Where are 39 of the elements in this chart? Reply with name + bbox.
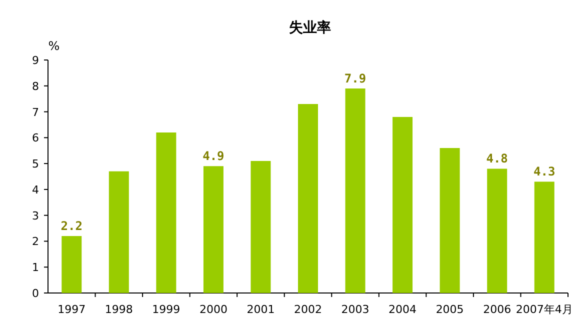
x-tick-label: 2004 — [388, 303, 417, 316]
bar — [345, 88, 366, 293]
x-tick-label: 2007年4月 — [516, 303, 573, 316]
x-tick-label: 2006 — [483, 303, 512, 316]
bar — [534, 182, 554, 293]
y-tick-label: 0 — [32, 287, 39, 300]
x-tick-label: 2000 — [199, 303, 228, 316]
x-tick-label: 2002 — [294, 303, 322, 316]
x-tick-label: 1998 — [104, 303, 133, 316]
y-tick-label: 6 — [32, 132, 39, 145]
bar — [440, 148, 460, 293]
bar — [62, 236, 82, 293]
data-label: 4.8 — [486, 152, 508, 166]
data-label: 7.9 — [344, 71, 366, 86]
bar — [298, 104, 318, 293]
y-tick-label: 5 — [32, 158, 39, 171]
chart-title: 失业率 — [289, 19, 331, 36]
y-tick-label: 9 — [32, 54, 39, 67]
y-tick-label: 3 — [32, 209, 39, 222]
x-tick-label: 2001 — [246, 303, 275, 316]
y-tick-label: 1 — [32, 261, 39, 274]
data-label: 4.9 — [202, 149, 224, 164]
bar — [203, 166, 224, 293]
bar — [108, 171, 129, 293]
y-axis-title: % — [48, 39, 60, 53]
bar — [392, 116, 413, 293]
y-tick-label: 4 — [32, 183, 39, 196]
y-tick-label: 7 — [32, 106, 39, 119]
bar — [156, 132, 176, 293]
x-tick-label: 1997 — [58, 303, 86, 316]
y-tick-label: 8 — [32, 80, 39, 93]
bar — [250, 160, 271, 293]
data-label: 4.3 — [534, 164, 556, 179]
x-tick-label: 2003 — [341, 303, 370, 316]
x-tick-label: 1999 — [152, 303, 180, 316]
x-tick-label: 2005 — [436, 303, 464, 316]
data-label: 2.2 — [60, 219, 82, 234]
bar — [487, 168, 508, 293]
y-tick-label: 2 — [32, 235, 39, 248]
